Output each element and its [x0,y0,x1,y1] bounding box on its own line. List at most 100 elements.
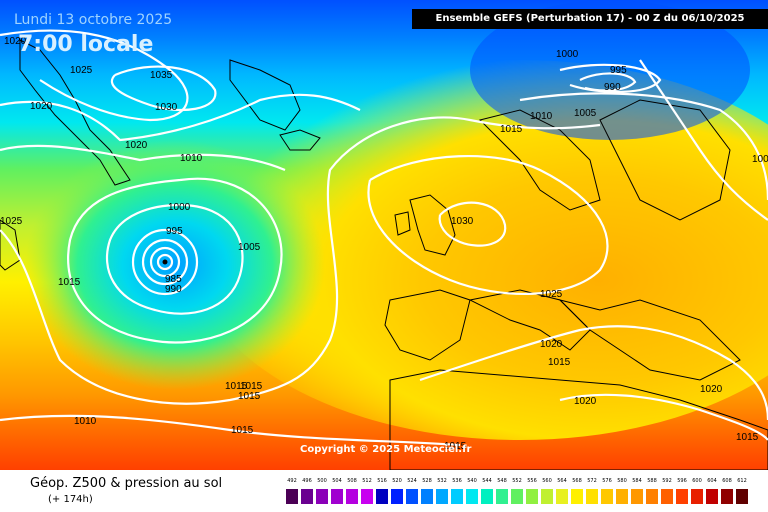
valid-time: 7:00 locale [18,32,154,57]
legend-color-swatch [376,489,388,504]
copyright-notice: Copyright © 2025 Meteociel.fr [300,444,472,455]
isobar-label: 1020 [540,339,563,350]
pressure-centers [162,259,168,265]
legend-tick-label: 576 [602,478,612,484]
legend-tick-label: 552 [512,478,522,484]
legend-tick-label: 492 [287,478,297,484]
legend-tick-label: 504 [332,478,342,484]
isobar-label: 1015 [444,441,467,452]
legend-color-swatch [571,489,583,504]
isobar-label: 1015 [58,277,81,288]
legend-color-swatch [631,489,643,504]
legend-color-swatch [301,489,313,504]
north-low-zone [470,0,750,140]
legend-tick-label: 524 [407,478,417,484]
legend-color-swatch [706,489,718,504]
isobar-label: 1015 [238,391,261,402]
legend-color-swatch [601,489,613,504]
legend-tick-label: 572 [587,478,597,484]
legend-color-swatch [616,489,628,504]
isobar-label: 1020 [125,140,148,151]
isobar-label: 1015 [736,432,759,443]
legend-tick-label: 556 [527,478,537,484]
legend-color-swatch [556,489,568,504]
legend-tick-label: 564 [557,478,567,484]
legend-color-swatch [451,489,463,504]
geopotential-map: 1020 1025 1035 1030 1020 1020 1010 1000 … [0,0,768,470]
isobar-label: 1025 [70,65,93,76]
legend-tick-label: 592 [662,478,672,484]
legend-tick-label: 520 [392,478,402,484]
legend-tick-label: 604 [707,478,717,484]
legend-tick-label: 540 [467,478,477,484]
isobar-label: 1015 [240,381,263,392]
legend-tick-label: 548 [497,478,507,484]
legend-color-swatch [511,489,523,504]
isobar-label: 1000 [168,202,191,213]
isobar-label: 1015 [225,381,248,392]
legend-color-swatch [526,489,538,504]
legend-color-swatch [676,489,688,504]
isobar-label: 1015 [500,124,523,135]
legend-color-swatch [361,489,373,504]
legend-tick-label: 588 [647,478,657,484]
legend-color-swatch [436,489,448,504]
legend-color-swatch [721,489,733,504]
legend-color-swatch [331,489,343,504]
legend-tick-label: 536 [452,478,462,484]
legend-tick-label: 612 [737,478,747,484]
isobar-label: 1010 [180,153,203,164]
isobar-label: 1005 [752,154,768,165]
legend-tick-label: 516 [377,478,387,484]
legend-color-swatch [691,489,703,504]
legend-tick-label: 580 [617,478,627,484]
isobar-label: 1015 [548,357,571,368]
color-legend: 492 496 500 504 508 512 516 520 524 528 532 536 540 5… [286,478,752,508]
isobar-label: 990 [604,82,621,93]
legend-color-swatch [316,489,328,504]
isobar-label: 1025 [0,216,23,227]
isobar-label: 1020 [4,36,27,47]
model-run-label: Ensemble GEFS (Perturbation 17) - 00 Z d… [412,9,768,29]
legend-tick-label: 512 [362,478,372,484]
footer-panel: Géop. Z500 & pression au sol (+ 174h) 49… [0,470,768,512]
legend-tick-label: 608 [722,478,732,484]
legend-color-swatch [481,489,493,504]
isobar-label: 1025 [540,289,563,300]
legend-color-swatch [391,489,403,504]
legend-tick-label: 532 [437,478,447,484]
valid-date: Lundi 13 octobre 2025 [14,12,173,28]
legend-tick-label: 560 [542,478,552,484]
isobar-label: 995 [166,226,183,237]
legend-tick-label: 568 [572,478,582,484]
isobar-label: 1030 [451,216,474,227]
isobar-label: 1005 [238,242,261,253]
isobar-label: 1005 [574,108,597,119]
isobar-label: 985 [165,274,182,285]
legend-color-swatch [496,489,508,504]
legend-tick-label: 600 [692,478,702,484]
warm-ridge-zone [190,60,768,440]
legend-tick-label: 528 [422,478,432,484]
legend-color-swatch [346,489,358,504]
legend-color-swatch [421,489,433,504]
isobar-label: 990 [165,284,182,295]
legend-color-swatch [661,489,673,504]
legend-color-swatch [406,489,418,504]
isobar-label: 1015 [231,425,254,436]
isobar-label: 995 [610,65,627,76]
legend-color-swatch [646,489,658,504]
isobar-value-labels: 1020 1025 1035 1030 1020 1020 1010 1000 … [0,36,768,452]
legend-tick-label: 544 [482,478,492,484]
isobar-label: 1010 [530,111,553,122]
legend-tick-label: 508 [347,478,357,484]
legend-tick-label: 496 [302,478,312,484]
isobars [0,29,768,447]
legend-color-swatch [286,489,298,504]
legend-color-swatch [541,489,553,504]
isobar-label: 1020 [30,101,53,112]
atlantic-low-zone [25,140,325,390]
forecast-lead-time: (+ 174h) [48,494,93,505]
legend-tick-label: 584 [632,478,642,484]
